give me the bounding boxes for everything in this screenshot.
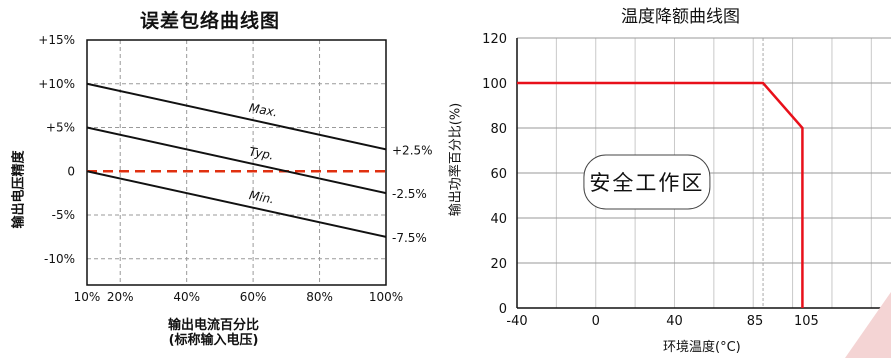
series-line-max [86, 82, 387, 151]
derating-curve [517, 81, 804, 308]
y-tick-label: 0 [499, 302, 507, 317]
x-tick-label: 20% [107, 290, 134, 304]
y-tick-label: +15% [38, 33, 75, 47]
y-tick-label: +10% [38, 77, 75, 91]
series-end-label: +2.5% [392, 143, 433, 157]
plot-frame [86, 39, 387, 286]
x-axis-label-sub: (标称输入电压) [168, 333, 259, 348]
y-axis-label: 输出功率百分比(%) [448, 102, 464, 217]
x-tick-label: 105 [794, 314, 819, 329]
series-end-label: -2.5% [392, 187, 427, 201]
temperature-derating-chart: 温度降额曲线图 输出功率百分比(%) 环境温度(°C) 安全工作区 0 20 40 60… [448, 0, 891, 358]
x-tick-label: 60% [240, 290, 267, 304]
x-tick-label: 10% [74, 290, 101, 304]
y-tick-label: 20 [490, 257, 507, 272]
x-axis-label-main: 输出电流百分比 [168, 318, 260, 333]
series-line-min [86, 170, 387, 238]
y-axis-label: 输出电压精度 [11, 150, 27, 229]
x-tick-label: 100% [369, 290, 403, 304]
chart-title: 误差包络曲线图 [140, 10, 281, 32]
series-label: Typ. [248, 144, 275, 162]
y-tick-label: 0 [67, 164, 75, 178]
series-label: Max. [248, 101, 279, 120]
series-end-label: -7.5% [392, 231, 427, 245]
error-envelope-chart: 误差包络曲线图 输出电压精度 输出电流百分比 (标称输入电压) Max. +2.5… [0, 0, 450, 358]
series-label: Min. [248, 188, 275, 206]
x-tick-label: 40% [173, 290, 200, 304]
x-axis-label: 环境温度(°C) [663, 340, 741, 355]
corner-watermark [845, 292, 891, 358]
y-tick-label: -10% [44, 252, 75, 266]
x-tick-label: 40 [666, 314, 683, 329]
y-tick-label: +5% [46, 121, 75, 135]
y-tick-label: 80 [490, 122, 507, 137]
error-envelope-plot: Max. +2.5% Typ. -2.5% Min. -7.5% +15% +10% +5% 0 -… [38, 33, 433, 304]
y-tick-label: -5% [52, 208, 75, 222]
x-axis-label: 输出电流百分比 (标称输入电压) [168, 318, 259, 348]
y-tick-label: 100 [482, 77, 507, 92]
y-tick-label: 40 [490, 212, 507, 227]
safe-area-label: 安全工作区 [589, 171, 704, 195]
x-tick-label: 85 [747, 314, 764, 329]
chart-title: 温度降额曲线图 [621, 7, 740, 27]
safe-area-box [583, 154, 711, 210]
y-tick-label: 60 [490, 167, 507, 182]
x-tick-label: 80% [306, 290, 333, 304]
y-tick-label: 120 [482, 32, 507, 47]
x-tick-label: 0 [592, 314, 600, 329]
series-line-typ [86, 126, 387, 195]
x-tick-label: -40 [506, 314, 527, 329]
